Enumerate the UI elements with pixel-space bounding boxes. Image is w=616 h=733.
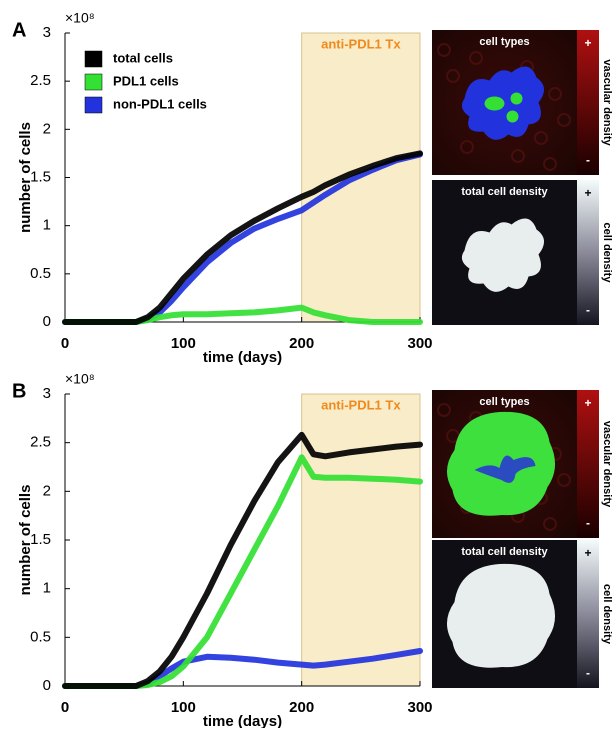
- x-tick-label: 0: [61, 335, 69, 352]
- x-tick-label: 300: [407, 335, 432, 352]
- colorbar-label: cell density: [601, 223, 613, 284]
- y-tick-label: 0.5: [30, 265, 51, 282]
- y-tick-label: 0: [43, 313, 51, 330]
- y-tick-label: 0.5: [30, 628, 51, 645]
- y-axis-title: number of cells: [17, 122, 34, 233]
- y-tick-label: 2: [43, 482, 51, 499]
- panel-title: total cell density: [461, 186, 548, 198]
- y-tick-label: 2.5: [30, 434, 51, 451]
- legend-swatch: [84, 50, 103, 68]
- colorbar-max: +: [584, 396, 591, 410]
- y-tick-label: 1.5: [30, 531, 51, 548]
- vessel: [543, 517, 557, 531]
- y-tick-label: 1.5: [30, 168, 51, 185]
- x-tick-label: 0: [61, 699, 69, 716]
- tumor-core: [510, 92, 523, 105]
- colorbar: [577, 180, 599, 325]
- side-panel: cell types + -vascular density: [432, 390, 613, 538]
- colorbar-min: -: [586, 666, 590, 680]
- vessel: [511, 149, 525, 163]
- x-tick-label: 200: [289, 335, 314, 352]
- colorbar-min: -: [586, 153, 590, 167]
- colorbar-label: cell density: [601, 584, 613, 645]
- y-axis-title: number of cells: [17, 485, 34, 596]
- y-tick-label: 1: [43, 580, 51, 597]
- side-panel: cell types + -vascular density: [432, 30, 613, 175]
- colorbar-max: +: [584, 186, 591, 200]
- y-tick-label: 3: [43, 385, 51, 402]
- colorbar-max: +: [584, 36, 591, 50]
- panel-label: B: [12, 380, 26, 402]
- vessel: [460, 140, 474, 154]
- treatment-region: [301, 393, 421, 687]
- panel-title: cell types: [479, 396, 529, 408]
- legend-swatch: [84, 96, 103, 114]
- x-tick-label: 200: [289, 699, 314, 716]
- colorbar-max: +: [584, 546, 591, 560]
- vessel: [437, 403, 451, 417]
- y-scale-label: ×10⁸: [65, 371, 95, 387]
- colorbar: [577, 390, 599, 538]
- legend-label: total cells: [113, 50, 173, 65]
- y-tick-label: 2.5: [30, 72, 51, 89]
- treatment-label: anti-PDL1 Tx: [321, 36, 401, 51]
- legend-label: PDL1 cells: [113, 73, 179, 88]
- vessel: [437, 43, 451, 57]
- vessel: [557, 113, 571, 127]
- legend-swatch: [84, 73, 103, 91]
- y-scale-label: ×10⁸: [65, 10, 95, 26]
- colorbar-min: -: [586, 516, 590, 530]
- y-tick-label: 2: [43, 120, 51, 137]
- density: [446, 563, 556, 668]
- panel-title: cell types: [479, 36, 529, 48]
- legend-label: non-PDL1 cells: [113, 96, 207, 111]
- x-tick-label: 300: [407, 699, 432, 716]
- side-panel: total cell density + - cell density: [432, 540, 613, 688]
- side-panel: total cell density + - cell density: [432, 180, 613, 325]
- colorbar: [577, 30, 599, 175]
- y-tick-label: 1: [43, 217, 51, 234]
- y-tick-label: 0: [43, 677, 51, 694]
- panel-label: A: [12, 19, 26, 41]
- tumor-core: [474, 455, 536, 483]
- vessel: [548, 87, 562, 101]
- colorbar-label: vascular density: [601, 421, 613, 508]
- y-tick-label: 3: [43, 24, 51, 41]
- panel-title: total cell density: [461, 546, 548, 558]
- colorbar-min: -: [586, 303, 590, 317]
- density: [461, 218, 545, 292]
- colorbar-label: vascular density: [601, 59, 613, 146]
- vessel: [469, 51, 483, 65]
- tumor-core: [506, 110, 519, 123]
- vessel: [557, 473, 571, 487]
- x-tick-label: 100: [171, 699, 196, 716]
- x-tick-label: 100: [171, 335, 196, 352]
- series-line: [62, 431, 423, 689]
- x-axis-title: time (days): [203, 713, 282, 728]
- vessel: [446, 69, 460, 83]
- vessel: [534, 131, 548, 145]
- tumor-core: [484, 96, 505, 111]
- treatment-label: anti-PDL1 Tx: [321, 397, 401, 412]
- x-axis-title: time (days): [203, 349, 282, 366]
- vessel: [543, 157, 557, 171]
- series-line: [62, 150, 423, 325]
- colorbar: [577, 540, 599, 688]
